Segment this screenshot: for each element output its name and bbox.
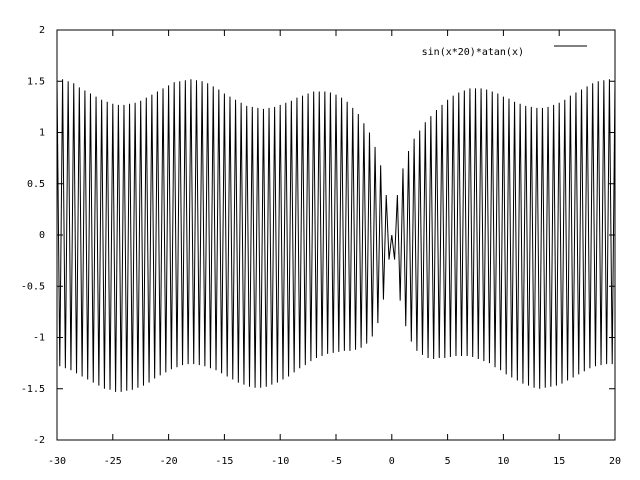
- y-tick-label: 2: [39, 25, 45, 36]
- x-tick-label: -15: [215, 456, 233, 467]
- y-tick-label: -2: [33, 435, 45, 446]
- x-tick-label: -20: [160, 456, 178, 467]
- y-tick-label: -0.5: [21, 281, 45, 292]
- x-tick-label: -25: [104, 456, 122, 467]
- y-tick-label: -1.5: [21, 384, 45, 395]
- x-tick-label: 5: [445, 456, 451, 467]
- legend-label: sin(x*20)*atan(x): [422, 47, 524, 58]
- plot-border: [56, 29, 616, 441]
- x-tick-label: -10: [271, 456, 289, 467]
- x-tick-label: -5: [330, 456, 342, 467]
- x-tick-label: 20: [609, 456, 621, 467]
- y-tick-label: 1: [39, 128, 45, 139]
- x-tick-label: 0: [389, 456, 395, 467]
- y-tick-label: 0: [39, 230, 45, 241]
- x-tick-label: 10: [497, 456, 509, 467]
- x-tick-label: 15: [553, 456, 565, 467]
- y-tick-label: 1.5: [27, 76, 45, 87]
- x-tick-label: -30: [48, 456, 66, 467]
- line-series: [56, 78, 616, 392]
- y-tick-label: -1: [33, 333, 45, 344]
- y-tick-label: 0.5: [27, 179, 45, 190]
